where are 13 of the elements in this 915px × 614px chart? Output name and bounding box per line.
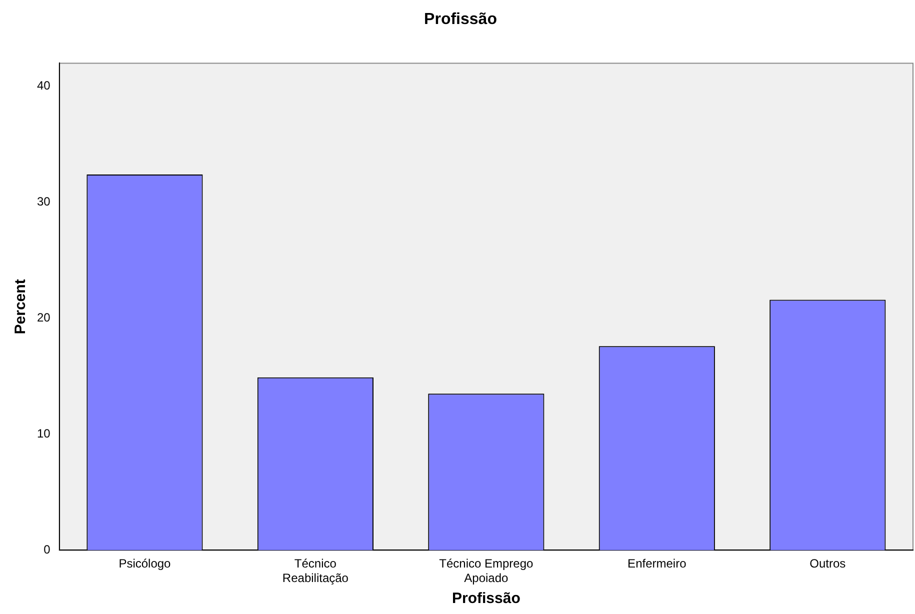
x-tick-label: Enfermeiro: [628, 556, 687, 571]
y-tick-label: 20: [36, 310, 51, 325]
y-tick-label: 40: [36, 78, 51, 93]
chart-title: Profissão: [424, 11, 498, 28]
x-tick-label: Outros: [810, 556, 846, 571]
y-tick-label: 10: [36, 426, 51, 441]
x-axis-title: Profissão: [452, 590, 520, 608]
y-axis-title: Percent: [12, 279, 30, 334]
y-tick-label: 0: [44, 542, 51, 557]
x-tick-label: Técnico Emprego Apoiado: [439, 556, 534, 586]
y-tick-label: 30: [36, 194, 51, 209]
x-tick-label: Psicólogo: [118, 556, 172, 571]
x-tick-label: Técnico Reabilitação: [282, 556, 349, 586]
